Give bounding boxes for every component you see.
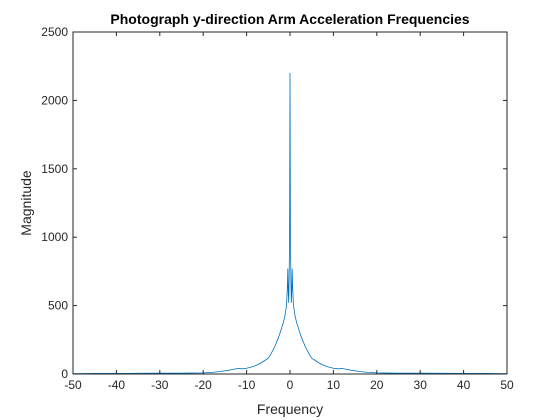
x-tick-label: 10 — [327, 378, 341, 392]
chart-title: Photograph y-direction Arm Acceleration … — [110, 11, 469, 27]
x-tick-label: -10 — [238, 378, 256, 392]
x-tick-label: 0 — [287, 378, 294, 392]
y-tick-label: 2000 — [41, 93, 68, 107]
x-tick-label: 30 — [414, 378, 428, 392]
x-axis-label: Frequency — [257, 401, 323, 417]
y-tick-label: 500 — [48, 299, 68, 313]
y-axis: 0 500 1000 1500 2000 2500 — [41, 25, 507, 381]
x-tick-label: 50 — [500, 378, 514, 392]
x-tick-label: -50 — [64, 378, 82, 392]
plot-area — [72, 73, 508, 374]
y-tick-label: 1500 — [41, 162, 68, 176]
x-tick-label: -30 — [151, 378, 169, 392]
series-line — [72, 73, 508, 374]
x-tick-label: 40 — [457, 378, 471, 392]
y-axis-label: Magnitude — [18, 170, 34, 236]
x-tick-label: -40 — [108, 378, 126, 392]
y-tick-label: 0 — [61, 367, 68, 381]
x-tick-label: -20 — [195, 378, 213, 392]
y-tick-label: 2500 — [41, 25, 68, 39]
x-tick-label: 20 — [370, 378, 384, 392]
y-tick-label: 1000 — [41, 230, 68, 244]
x-axis: -50 -40 -30 -20 -10 0 10 20 30 40 50 — [64, 32, 514, 392]
